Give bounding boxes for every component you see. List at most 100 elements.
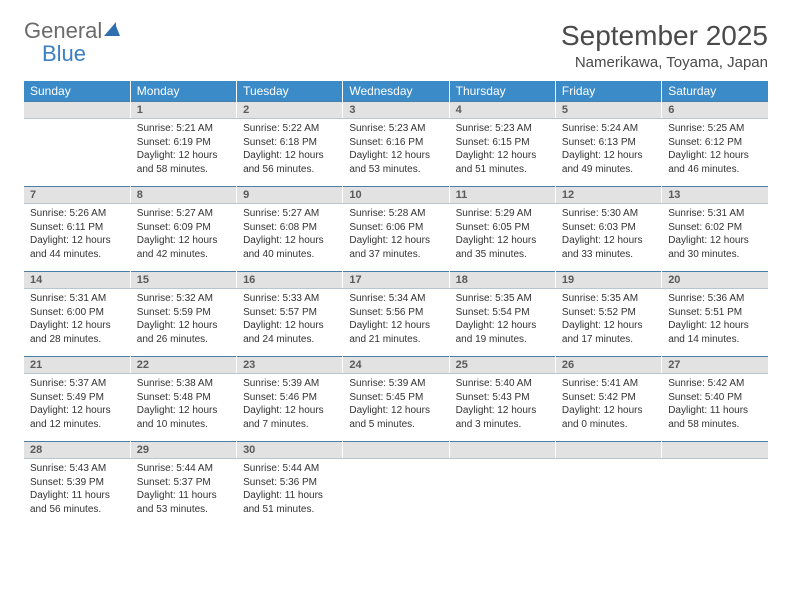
- day-number-cell: [449, 442, 555, 459]
- day-content-cell: Sunrise: 5:34 AMSunset: 5:56 PMDaylight:…: [343, 289, 449, 357]
- sun-info-line: Sunrise: 5:22 AM: [243, 122, 336, 136]
- calendar-body: 123456 Sunrise: 5:21 AMSunset: 6:19 PMDa…: [24, 102, 768, 527]
- sun-info-line: Sunrise: 5:43 AM: [30, 462, 124, 476]
- day-content-cell: Sunrise: 5:29 AMSunset: 6:05 PMDaylight:…: [449, 204, 555, 272]
- sun-info-line: Sunset: 6:03 PM: [562, 221, 655, 235]
- day-content-row: Sunrise: 5:31 AMSunset: 6:00 PM Daylight:…: [24, 289, 768, 357]
- sun-info-line: and 35 minutes.: [456, 248, 549, 262]
- sun-info-line: Sunrise: 5:25 AM: [668, 122, 762, 136]
- day-content-cell: Sunrise: 5:25 AMSunset: 6:12 PMDaylight:…: [662, 119, 768, 187]
- dow-header: Sunday: [24, 81, 130, 102]
- sun-info-line: Sunrise: 5:24 AM: [562, 122, 655, 136]
- dow-header: Wednesday: [343, 81, 449, 102]
- sun-info-line: Daylight: 12 hours: [243, 319, 336, 333]
- day-content-cell: Sunrise: 5:43 AMSunset: 5:39 PMDaylight:…: [24, 459, 130, 527]
- sun-info-line: Daylight: 12 hours: [349, 404, 442, 418]
- day-number-cell: 16: [237, 272, 343, 289]
- sun-info-line: Sunset: 5:42 PM: [562, 391, 655, 405]
- day-number-cell: 3: [343, 102, 449, 119]
- sun-info-line: Daylight: 11 hours: [668, 404, 762, 418]
- day-number-cell: [24, 102, 130, 119]
- sun-info-line: and 53 minutes.: [137, 503, 230, 517]
- sun-info-line: Sunset: 6:09 PM: [137, 221, 230, 235]
- sun-info-line: Sunrise: 5:23 AM: [456, 122, 549, 136]
- sun-info-line: and 0 minutes.: [562, 418, 655, 432]
- logo-word-general: General: [24, 18, 102, 43]
- day-content-cell: Sunrise: 5:44 AMSunset: 5:37 PMDaylight:…: [130, 459, 236, 527]
- sun-info-line: Sunrise: 5:28 AM: [349, 207, 442, 221]
- sun-info-line: Sunrise: 5:39 AM: [243, 377, 336, 391]
- sun-info-line: Daylight: 12 hours: [456, 404, 549, 418]
- sun-info-line: Daylight: 12 hours: [349, 234, 442, 248]
- day-content-cell: Sunrise: 5:36 AMSunset: 5:51 PMDaylight:…: [662, 289, 768, 357]
- sun-info-line: Sunset: 6:11 PM: [30, 221, 124, 235]
- sun-info-line: Sunrise: 5:34 AM: [349, 292, 442, 306]
- sun-info-line: Daylight: 12 hours: [137, 404, 230, 418]
- day-content-row: Sunrise: 5:43 AMSunset: 5:39 PMDaylight:…: [24, 459, 768, 527]
- sun-info-line: and 12 minutes.: [30, 418, 124, 432]
- sun-info-line: Sunset: 6:16 PM: [349, 136, 442, 150]
- sun-info-line: Daylight: 12 hours: [243, 234, 336, 248]
- day-content-cell: Sunrise: 5:42 AMSunset: 5:40 PMDaylight:…: [662, 374, 768, 442]
- sun-info-line: and 24 minutes.: [243, 333, 336, 347]
- page-header: General Blue September 2025 Namerikawa, …: [24, 20, 768, 71]
- day-content-cell: Sunrise: 5:30 AMSunset: 6:03 PMDaylight:…: [555, 204, 661, 272]
- day-content-cell: Sunrise: 5:27 AMSunset: 6:08 PMDaylight:…: [237, 204, 343, 272]
- day-number-cell: 14: [24, 272, 130, 289]
- day-content-cell: Sunrise: 5:26 AMSunset: 6:11 PMDaylight:…: [24, 204, 130, 272]
- day-content-cell: Sunrise: 5:31 AMSunset: 6:02 PMDaylight:…: [662, 204, 768, 272]
- day-content-cell: Sunrise: 5:28 AMSunset: 6:06 PMDaylight:…: [343, 204, 449, 272]
- day-content-cell: Sunrise: 5:39 AMSunset: 5:46 PMDaylight:…: [237, 374, 343, 442]
- sun-info-line: Sunrise: 5:26 AM: [30, 207, 124, 221]
- day-number-cell: 19: [555, 272, 661, 289]
- day-content-row: Sunrise: 5:26 AMSunset: 6:11 PM Daylight:…: [24, 204, 768, 272]
- sun-info-line: and 33 minutes.: [562, 248, 655, 262]
- sun-info-line: Sunrise: 5:31 AM: [30, 292, 124, 306]
- day-number-cell: 22: [130, 357, 236, 374]
- calendar-table: Sunday Monday Tuesday Wednesday Thursday…: [24, 81, 768, 526]
- sun-info-line: Daylight: 12 hours: [243, 404, 336, 418]
- sun-info-line: Sunset: 6:13 PM: [562, 136, 655, 150]
- sun-info-line: Sunrise: 5:42 AM: [668, 377, 762, 391]
- sun-info-line: Sunset: 6:00 PM: [30, 306, 124, 320]
- sun-info-line: and 30 minutes.: [668, 248, 762, 262]
- sun-info-line: and 53 minutes.: [349, 163, 442, 177]
- sun-info-line: Sunset: 5:49 PM: [30, 391, 124, 405]
- day-number-cell: 15: [130, 272, 236, 289]
- sun-info-line: Sunrise: 5:37 AM: [30, 377, 124, 391]
- sun-info-line: and 56 minutes.: [243, 163, 336, 177]
- day-number-cell: 21: [24, 357, 130, 374]
- day-content-row: Sunrise: 5:37 AMSunset: 5:49 PM Daylight:…: [24, 374, 768, 442]
- day-of-week-row: Sunday Monday Tuesday Wednesday Thursday…: [24, 81, 768, 102]
- day-content-cell: Sunrise: 5:35 AMSunset: 5:52 PMDaylight:…: [555, 289, 661, 357]
- sun-info-line: and 51 minutes.: [456, 163, 549, 177]
- sun-info-line: Daylight: 12 hours: [562, 149, 655, 163]
- day-number-cell: 6: [662, 102, 768, 119]
- title-block: September 2025 Namerikawa, Toyama, Japan: [561, 20, 768, 71]
- day-content-cell: Sunrise: 5:37 AMSunset: 5:49 PMDaylight:…: [24, 374, 130, 442]
- day-number-row: 78910111213: [24, 187, 768, 204]
- sun-info-line: Sunrise: 5:35 AM: [562, 292, 655, 306]
- day-content-cell: [343, 459, 449, 527]
- day-number-row: 282930: [24, 442, 768, 459]
- day-number-cell: 24: [343, 357, 449, 374]
- sun-info-line: and 37 minutes.: [349, 248, 442, 262]
- sun-info-line: Sunrise: 5:30 AM: [562, 207, 655, 221]
- day-number-cell: 13: [662, 187, 768, 204]
- sun-info-line: Sunrise: 5:23 AM: [349, 122, 442, 136]
- dow-header: Friday: [555, 81, 661, 102]
- day-number-cell: [555, 442, 661, 459]
- day-content-cell: Sunrise: 5:38 AMSunset: 5:48 PMDaylight:…: [130, 374, 236, 442]
- sun-info-line: Sunset: 5:52 PM: [562, 306, 655, 320]
- sun-info-line: Sunrise: 5:36 AM: [668, 292, 762, 306]
- sun-info-line: and 42 minutes.: [137, 248, 230, 262]
- day-content-cell: Sunrise: 5:22 AMSunset: 6:18 PMDaylight:…: [237, 119, 343, 187]
- sun-info-line: and 7 minutes.: [243, 418, 336, 432]
- sun-info-line: Sunset: 5:57 PM: [243, 306, 336, 320]
- sun-info-line: Sunrise: 5:40 AM: [456, 377, 549, 391]
- dow-header: Thursday: [449, 81, 555, 102]
- sun-info-line: Daylight: 12 hours: [668, 234, 762, 248]
- sun-info-line: Daylight: 12 hours: [456, 319, 549, 333]
- sun-info-line: Sunset: 5:40 PM: [668, 391, 762, 405]
- dow-header: Monday: [130, 81, 236, 102]
